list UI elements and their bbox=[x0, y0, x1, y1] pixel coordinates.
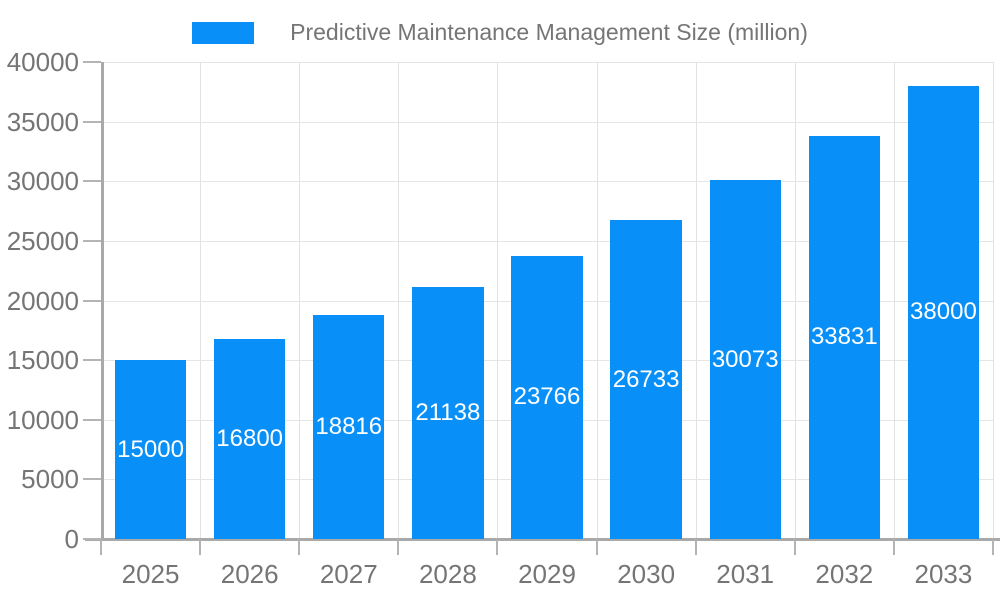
x-axis-tick bbox=[694, 540, 697, 555]
y-axis-tick-label: 10000 bbox=[6, 404, 79, 435]
x-gridline bbox=[993, 62, 994, 539]
bar-value-label: 15000 bbox=[117, 435, 184, 463]
legend-label: Predictive Maintenance Management Size (… bbox=[290, 19, 808, 45]
bar-value-label: 21138 bbox=[415, 398, 481, 426]
y-axis-tick bbox=[83, 180, 101, 183]
y-axis-tick-label: 35000 bbox=[6, 106, 79, 137]
bar-2032[interactable]: 33831 bbox=[808, 135, 880, 539]
x-gridline bbox=[695, 62, 697, 539]
y-axis-tick bbox=[83, 120, 101, 123]
bar-2031[interactable]: 30073 bbox=[709, 180, 781, 539]
y-axis-tick bbox=[83, 299, 101, 302]
x-axis-tick bbox=[992, 540, 994, 555]
bar-2028[interactable]: 21138 bbox=[412, 286, 484, 539]
x-axis-tick bbox=[595, 540, 598, 555]
y-gridline bbox=[101, 121, 993, 123]
legend-swatch-icon bbox=[192, 21, 255, 44]
x-gridline bbox=[596, 62, 598, 539]
x-gridline bbox=[299, 62, 301, 539]
x-axis-tick-label: 2027 bbox=[319, 559, 378, 589]
y-axis-tick bbox=[83, 538, 101, 540]
y-axis-tick bbox=[83, 359, 101, 362]
x-axis-tick bbox=[892, 540, 895, 555]
bar-value-label: 16800 bbox=[216, 424, 284, 452]
x-axis-tick-label: 2029 bbox=[518, 559, 576, 589]
y-axis-tick-label: 5000 bbox=[21, 464, 79, 495]
x-gridline bbox=[893, 62, 895, 539]
x-gridline bbox=[794, 62, 796, 539]
bar-2026[interactable]: 16800 bbox=[213, 338, 286, 539]
y-gridline bbox=[101, 181, 993, 183]
y-axis-tick-label: 25000 bbox=[6, 225, 79, 256]
y-axis-line bbox=[101, 62, 104, 539]
bar-value-label: 23766 bbox=[513, 383, 581, 411]
bar-value-label: 38000 bbox=[910, 298, 977, 326]
y-gridline bbox=[101, 62, 993, 63]
x-axis-tick bbox=[496, 540, 499, 555]
y-axis-tick-label: 15000 bbox=[6, 345, 79, 376]
y-axis-tick bbox=[83, 418, 101, 421]
bar-value-label: 33831 bbox=[810, 323, 878, 351]
y-axis-tick-label: 0 bbox=[64, 524, 79, 554]
x-axis-tick-label: 2028 bbox=[418, 559, 477, 589]
x-axis-tick-label: 2030 bbox=[617, 559, 676, 589]
bar-2030[interactable]: 26733 bbox=[610, 220, 682, 539]
bar-2027[interactable]: 18816 bbox=[313, 314, 385, 539]
bar-2033[interactable]: 38000 bbox=[907, 85, 980, 539]
x-axis-tick bbox=[100, 540, 102, 555]
bar-value-label: 26733 bbox=[612, 365, 680, 393]
y-axis-tick bbox=[83, 239, 101, 242]
y-gridline bbox=[101, 240, 993, 242]
x-gridline bbox=[200, 62, 202, 539]
x-axis-tick-label: 2033 bbox=[914, 559, 973, 589]
x-axis-tick-label: 2032 bbox=[815, 559, 874, 589]
x-axis-tick-label: 2025 bbox=[121, 559, 180, 589]
legend[interactable]: Predictive Maintenance Management Size (… bbox=[0, 19, 1000, 46]
plot-area: 15000 16800 18816 21138 23766 26733 30073 33831… bbox=[7, 49, 1000, 587]
y-axis-tick bbox=[83, 61, 101, 63]
y-axis-tick-label: 30000 bbox=[6, 166, 79, 197]
y-axis-tick bbox=[83, 478, 101, 481]
x-gridline bbox=[497, 62, 499, 539]
bar-2029[interactable]: 23766 bbox=[511, 255, 583, 539]
y-axis-tick-label: 40000 bbox=[6, 47, 79, 77]
x-axis-line bbox=[85, 538, 1000, 541]
x-axis-tick bbox=[199, 540, 202, 555]
x-axis-tick bbox=[397, 540, 400, 555]
y-axis-tick-label: 20000 bbox=[6, 285, 79, 316]
x-axis-tick-label: 2031 bbox=[716, 559, 775, 589]
bar-value-label: 18816 bbox=[315, 412, 383, 440]
x-axis-tick-label: 2026 bbox=[220, 559, 279, 589]
x-gridline bbox=[398, 62, 400, 539]
x-axis-tick bbox=[298, 540, 301, 555]
x-axis-tick bbox=[793, 540, 796, 555]
bar-2025[interactable]: 15000 bbox=[114, 360, 187, 539]
bar-value-label: 30073 bbox=[711, 345, 779, 373]
